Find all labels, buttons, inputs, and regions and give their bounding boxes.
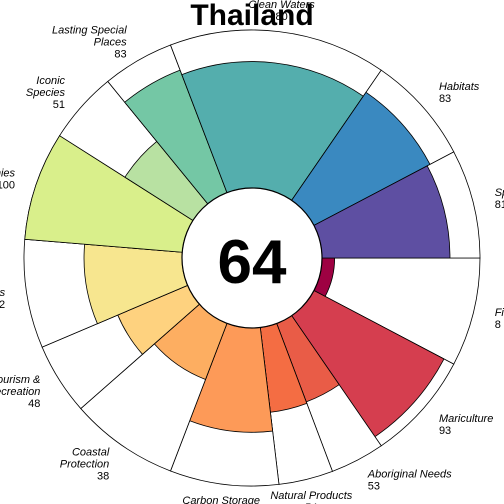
- segment-label: Recreation: [0, 386, 40, 398]
- label-fisheries: Fisheries8: [495, 307, 504, 331]
- value-label: 38: [97, 470, 109, 482]
- value-label: 81: [495, 199, 504, 211]
- segment-label: Economies: [0, 167, 16, 179]
- value-label: 53: [368, 481, 380, 493]
- label-natural-products: Natural Products54: [270, 490, 352, 504]
- label-carbon-storage: Carbon Storage66: [182, 495, 260, 504]
- center-disc: [181, 187, 323, 329]
- label-species: Species81: [495, 187, 504, 211]
- value-label: 83: [439, 93, 451, 105]
- value-label: 8: [495, 319, 501, 331]
- chart-title: Thailand: [190, 0, 313, 32]
- segment-label: Species: [495, 187, 504, 199]
- value-label: 83: [114, 49, 126, 61]
- label-tourism-recreation: Tourism &Recreation48: [0, 374, 40, 410]
- segment-label: Fisheries: [495, 307, 504, 319]
- value-label: 62: [0, 299, 5, 311]
- segment-label: Habitats: [439, 81, 480, 93]
- segment-label: Clean Waters: [248, 0, 315, 11]
- segment-label: Carbon Storage: [182, 495, 260, 504]
- segment-label: Tourism &: [0, 374, 40, 386]
- petal-group: [23, 29, 481, 487]
- segment-label: Aboriginal Needs: [367, 469, 452, 481]
- value-label: 48: [28, 398, 40, 410]
- value-label: 80: [275, 11, 287, 23]
- center-score: 64: [218, 228, 287, 297]
- segment-label: Mariculture: [439, 413, 493, 425]
- segment-label: Protection: [60, 458, 110, 470]
- segment-label: Livelihoods: [0, 287, 6, 299]
- value-label: 93: [439, 425, 451, 437]
- segment-label: Places: [94, 37, 128, 49]
- value-label: 51: [53, 99, 65, 111]
- segment-label: Lasting Special: [52, 25, 127, 37]
- label-livelihoods: Livelihoods62: [0, 287, 6, 311]
- segment-label: Coastal: [72, 446, 110, 458]
- value-label: 100: [0, 179, 15, 191]
- label-economies: Economies100: [0, 167, 16, 191]
- value-label: 54: [305, 502, 317, 504]
- segment-label: Iconic: [36, 75, 65, 87]
- segment-label: Species: [26, 87, 66, 99]
- segment-label: Natural Products: [270, 490, 352, 502]
